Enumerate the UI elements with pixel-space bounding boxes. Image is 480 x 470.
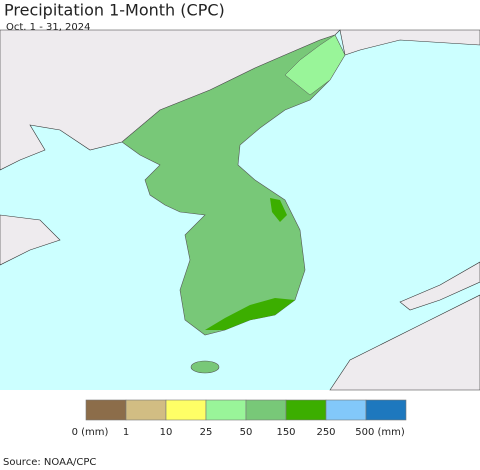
shandong	[0, 214, 61, 266]
japan-honshu	[399, 261, 480, 311]
wet-east-coast	[270, 198, 287, 222]
legend-label: 25	[200, 427, 213, 438]
wet-ne-tip	[284, 34, 346, 96]
legend-swatch	[245, 399, 287, 421]
legend-label: 0 (mm)	[72, 427, 109, 438]
legend-swatch	[125, 399, 167, 421]
legend-swatch	[325, 399, 367, 421]
legend-swatch	[165, 399, 207, 421]
legend-swatch	[285, 399, 327, 421]
legend-label: 50	[240, 427, 253, 438]
legend-label: 500 (mm)	[355, 427, 405, 438]
title: Precipitation 1-Month (CPC)	[4, 1, 225, 20]
legend-label: 1	[123, 427, 129, 438]
legend-swatch	[85, 399, 127, 421]
korean-peninsula	[121, 34, 346, 336]
legend: 0 (mm) 1 10 25 50 150 250 500 (mm)	[72, 399, 407, 438]
legend-swatch	[365, 399, 407, 421]
legend-swatch	[205, 399, 247, 421]
legend-label: 150	[276, 427, 295, 438]
japan-kyushu	[329, 294, 480, 391]
legend-label: 250	[316, 427, 335, 438]
subtitle: Oct. 1 - 31, 2024	[6, 22, 91, 33]
jeju	[190, 360, 220, 374]
source: Source: NOAA/CPC	[3, 457, 96, 468]
legend-label: 10	[160, 427, 173, 438]
wet-south-coast	[205, 298, 295, 330]
